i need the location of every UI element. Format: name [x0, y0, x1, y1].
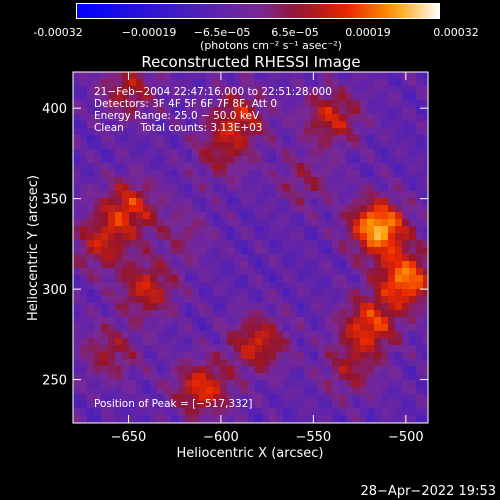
axis-ticks: −650 −600 −550 −500 250 300 350 400 — [42, 72, 428, 445]
reconstructed-image — [73, 72, 428, 423]
colorbar-tick-4: 6.5e−05 — [271, 26, 318, 39]
x-tick-label: −650 — [111, 430, 147, 445]
plot-frame — [72, 71, 429, 424]
footer-date: 28−Apr−2022 19:53 — [361, 484, 497, 499]
annotation-detectors: Detectors: 3F 4F 5F 6F 7F 8F, Att 0 — [94, 98, 277, 110]
y-tick-label: 400 — [42, 102, 67, 117]
colorbar — [76, 3, 440, 19]
x-tick-label: −600 — [203, 430, 239, 445]
y-axis-label: Heliocentric Y (arcsec) — [26, 175, 41, 321]
annotation-clean: Clean Total counts: 3.13E+03 — [94, 122, 263, 134]
colorbar-tick-2: −0.00019 — [122, 26, 177, 39]
x-tick-label: −500 — [388, 430, 424, 445]
y-tick-label: 300 — [42, 283, 67, 298]
colorbar-tick-5: 0.00019 — [345, 26, 391, 39]
y-tick-label: 250 — [42, 374, 67, 389]
x-tick-label: −550 — [296, 430, 332, 445]
colorbar-unit-label: (photons cm⁻² s⁻¹ asec⁻²) — [200, 39, 342, 52]
x-axis-label: Heliocentric X (arcsec) — [177, 446, 324, 461]
annotation-energy: Energy Range: 25.0 − 50.0 keV — [94, 110, 260, 122]
chart-title: Reconstructed RHESSI Image — [141, 53, 360, 71]
colorbar-tick-6: 0.00032 — [433, 26, 479, 39]
colorbar-tick-3: −6.5e−05 — [194, 26, 251, 39]
annotation-peak: Position of Peak = [−517,332] — [94, 398, 253, 410]
y-tick-label: 350 — [42, 193, 67, 208]
annotation-time: 21−Feb−2004 22:47:16.000 to 22:51:28.000 — [94, 86, 332, 98]
colorbar-tick-1: -0.00032 — [33, 26, 82, 39]
